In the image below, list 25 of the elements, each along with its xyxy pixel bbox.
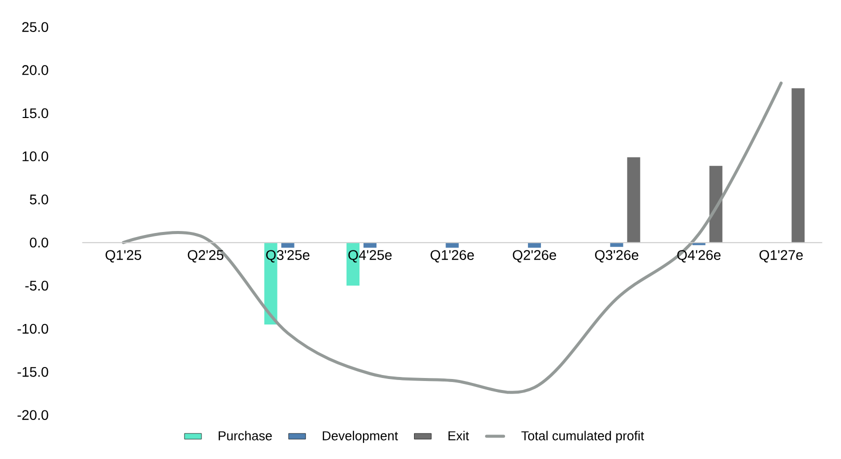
x-tick-label: Q1'26e	[430, 250, 474, 262]
bar	[610, 242, 624, 247]
y-tick-label: 5.0	[30, 194, 48, 204]
y-tick-label: 0.0	[30, 238, 48, 248]
bar	[627, 157, 640, 243]
x-tick-label: Q2'26e	[512, 250, 556, 262]
x-tick-label: Q1'27e	[760, 250, 803, 262]
y-tick-label: 20.0	[22, 65, 48, 76]
y-tick-label: -5.0	[25, 280, 48, 291]
bar	[792, 88, 805, 243]
y-tick-label: 25.0	[22, 22, 48, 32]
y-tick-label: -20.0	[18, 410, 48, 420]
bar	[709, 166, 722, 243]
y-tick-label: -10.0	[18, 324, 48, 334]
y-tick-label: 10.0	[22, 151, 48, 162]
x-tick-label: Q4'26e	[677, 250, 721, 262]
y-tick-label: 15.0	[22, 108, 48, 118]
x-tick-label: Q2'25	[188, 250, 224, 262]
x-tick-label: Q3'26e	[595, 250, 638, 262]
legend-label: Exit	[448, 430, 469, 440]
legend-label: Development	[322, 430, 398, 443]
x-tick-label: Q1'25	[106, 250, 142, 262]
legend-label: Total cumulated profit	[521, 430, 644, 443]
y-tick-label: -15.0	[18, 366, 48, 377]
legend-label: Purchase	[218, 430, 272, 440]
